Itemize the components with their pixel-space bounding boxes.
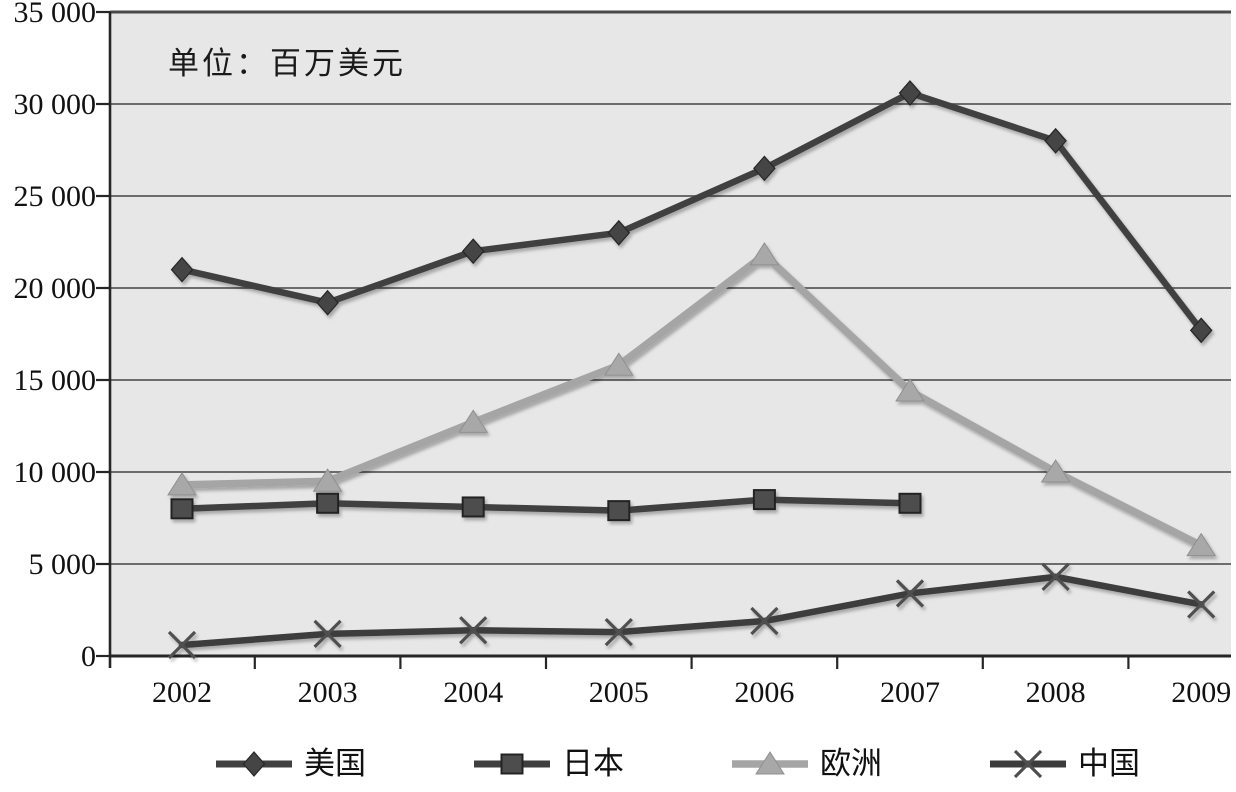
legend-swatch-square-icon bbox=[474, 753, 550, 775]
series-europe bbox=[167, 241, 1217, 557]
marker-x bbox=[604, 617, 633, 647]
marker-diamond bbox=[242, 751, 266, 777]
marker-diamond bbox=[316, 289, 339, 316]
marker-x bbox=[895, 579, 925, 608]
marker-diamond bbox=[461, 238, 485, 265]
marker-x bbox=[1187, 590, 1216, 619]
legend-label-us: 美国 bbox=[304, 746, 366, 781]
x-tick-label: 2008 bbox=[1026, 676, 1086, 709]
series-china bbox=[167, 562, 1216, 660]
marker-square bbox=[316, 492, 340, 514]
series-china-line bbox=[178, 573, 1205, 649]
y-tick-label: 20 000 bbox=[14, 272, 97, 305]
series-japan-line bbox=[178, 496, 914, 514]
marker-triangle bbox=[749, 241, 780, 266]
y-tick-label: 15 000 bbox=[14, 364, 97, 397]
marker-x bbox=[1013, 749, 1043, 779]
series-japan bbox=[170, 489, 922, 522]
legend-label-china: 中国 bbox=[1078, 746, 1140, 781]
y-tick-label: 25 000 bbox=[14, 180, 97, 213]
marker-square bbox=[461, 496, 485, 518]
marker-square bbox=[500, 753, 524, 775]
marker-x bbox=[1041, 562, 1070, 592]
legend-item-europe: 欧洲 bbox=[731, 747, 882, 781]
series-us-line bbox=[178, 89, 1205, 334]
marker-triangle bbox=[312, 468, 343, 492]
marker-square bbox=[607, 500, 631, 522]
y-tick-label: 35 000 bbox=[14, 0, 97, 29]
marker-triangle bbox=[167, 471, 197, 496]
marker-triangle bbox=[1186, 532, 1217, 557]
x-tick-label: 2004 bbox=[443, 676, 503, 709]
series-europe-line bbox=[178, 251, 1205, 550]
legend-item-us: 美国 bbox=[215, 747, 366, 781]
y-tick-label: 0 bbox=[81, 640, 96, 673]
legend-swatch-diamond-icon bbox=[216, 751, 292, 777]
x-tick-label: 2006 bbox=[734, 676, 794, 709]
y-tick-label: 10 000 bbox=[14, 456, 97, 489]
marker-square bbox=[898, 492, 922, 514]
legend-label-japan: 日本 bbox=[562, 746, 624, 781]
marker-diamond bbox=[1189, 317, 1213, 344]
legend-item-china: 中国 bbox=[989, 747, 1140, 781]
marker-square bbox=[170, 498, 194, 520]
x-tick-label: 2002 bbox=[152, 676, 212, 709]
marker-square bbox=[752, 489, 776, 511]
unit-annotation: 单位：百万美元 bbox=[168, 46, 406, 81]
plot-area bbox=[110, 12, 1231, 656]
x-tick-label: 2007 bbox=[880, 676, 940, 709]
marker-triangle bbox=[1040, 459, 1071, 483]
marker-diamond bbox=[607, 219, 631, 246]
marker-diamond bbox=[753, 155, 776, 182]
marker-diamond bbox=[170, 256, 194, 283]
marker-x bbox=[313, 619, 342, 649]
legend-swatch-x-icon bbox=[990, 749, 1066, 779]
marker-x bbox=[167, 630, 197, 660]
marker-triangle bbox=[895, 378, 925, 402]
marker-diamond bbox=[898, 80, 922, 106]
x-tick-label: 2003 bbox=[298, 676, 358, 709]
marker-triangle bbox=[458, 409, 489, 433]
x-tick-label: 2009 bbox=[1171, 676, 1231, 709]
marker-x bbox=[459, 616, 488, 645]
legend-item-japan: 日本 bbox=[473, 747, 624, 781]
y-tick-label: 5 000 bbox=[29, 548, 97, 581]
y-tick-label: 30 000 bbox=[14, 88, 97, 121]
x-tick-label: 2005 bbox=[589, 676, 649, 709]
marker-triangle bbox=[603, 352, 634, 376]
marker-diamond bbox=[1044, 127, 1067, 154]
legend-label-europe: 欧洲 bbox=[820, 746, 882, 781]
series-us bbox=[170, 80, 1213, 344]
legend-swatch-triangle-icon bbox=[732, 751, 808, 775]
chart-legend: 美国 日本 欧洲 中国 bbox=[215, 747, 1140, 781]
marker-triangle bbox=[755, 751, 785, 775]
marker-x bbox=[750, 606, 779, 636]
